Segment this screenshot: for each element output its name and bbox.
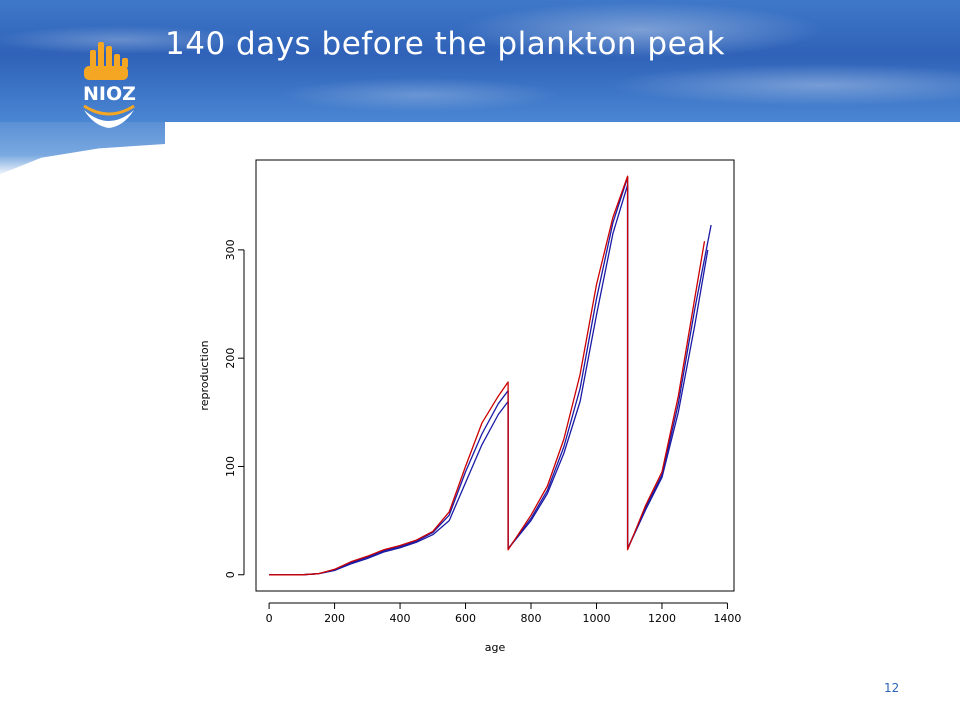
y-axis-label: reproduction: [198, 340, 211, 410]
series-line: [269, 175, 706, 576]
nioz-logo: NIOZ: [83, 42, 136, 128]
series-line: [269, 176, 712, 576]
x-tick-label: 400: [390, 612, 411, 625]
slide-title: 140 days before the plankton peak: [165, 26, 726, 62]
x-tick-label: 1200: [648, 612, 676, 625]
logo-wordmark: NIOZ: [83, 83, 136, 105]
x-tick-label: 200: [324, 612, 345, 625]
x-tick-label: 0: [266, 612, 273, 625]
y-tick-label: 0: [224, 571, 237, 578]
x-axis-label: age: [485, 641, 506, 654]
x-tick-label: 1400: [713, 612, 741, 625]
y-tick-label: 300: [224, 239, 237, 260]
plot-frame: [255, 159, 735, 592]
x-tick-label: 600: [455, 612, 476, 625]
y-tick-label: 100: [224, 456, 237, 477]
x-tick-label: 800: [521, 612, 542, 625]
y-tick-label: 200: [224, 348, 237, 369]
header-banner: [0, 0, 960, 122]
x-tick-label: 1000: [582, 612, 610, 625]
page-number: 12: [884, 681, 900, 695]
